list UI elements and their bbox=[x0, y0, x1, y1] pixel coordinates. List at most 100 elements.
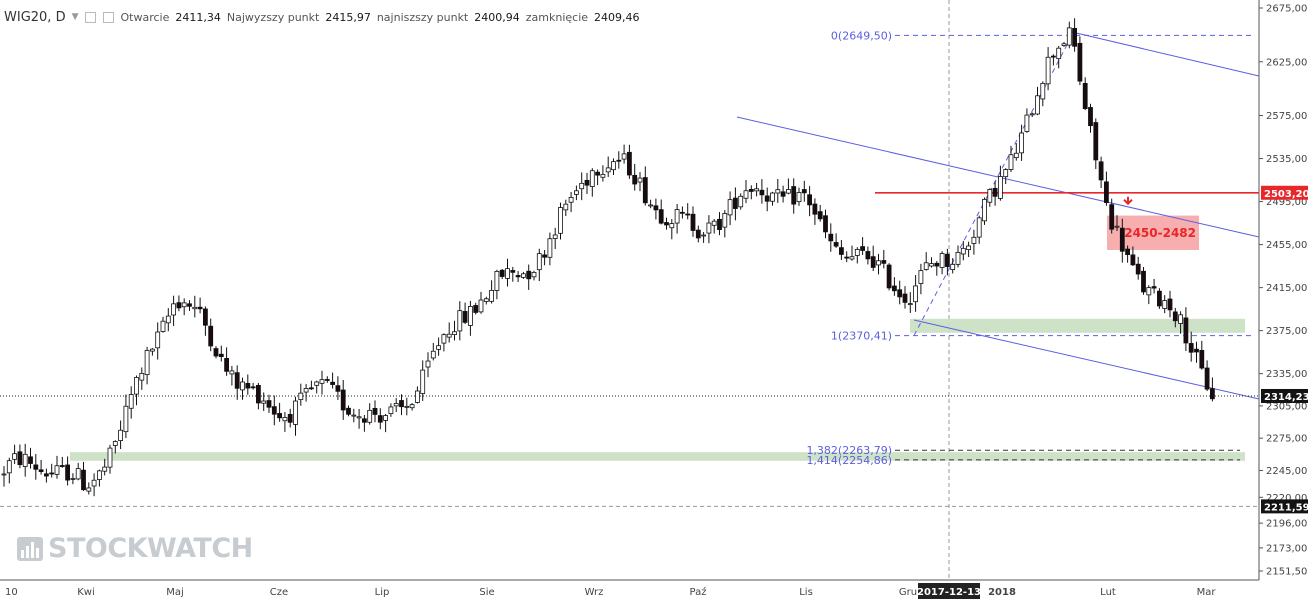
candle-body bbox=[1135, 263, 1141, 275]
candle-body bbox=[711, 220, 717, 226]
candle-body bbox=[955, 251, 961, 265]
plot-background bbox=[0, 0, 1259, 580]
candle-body bbox=[319, 379, 325, 384]
bar-chart-icon bbox=[17, 536, 43, 561]
candle-body bbox=[833, 242, 839, 247]
candle-body bbox=[49, 472, 55, 475]
chevron-down-icon[interactable]: ▼ bbox=[71, 12, 79, 22]
candle-body bbox=[351, 414, 357, 417]
candle-body bbox=[579, 182, 585, 190]
candle-body bbox=[383, 415, 389, 421]
symbol-title[interactable]: WIG20, D bbox=[4, 9, 66, 25]
candle-body bbox=[308, 387, 314, 390]
candle-body bbox=[717, 218, 722, 231]
y-tick-label: 2151,50 bbox=[1266, 567, 1307, 578]
candle-body bbox=[733, 197, 738, 209]
fib-level-label: 1,382(2263,79) bbox=[806, 444, 892, 457]
candle-body bbox=[1204, 367, 1210, 390]
candle-body bbox=[44, 473, 49, 477]
candle-body bbox=[907, 303, 913, 306]
candle-body bbox=[998, 176, 1003, 199]
candle-body bbox=[960, 247, 966, 255]
settings-square-icon[interactable] bbox=[84, 11, 96, 23]
candle-body bbox=[1056, 47, 1062, 60]
candle-body bbox=[277, 413, 283, 419]
y-tick-label: 2455,00 bbox=[1266, 240, 1307, 251]
candle-body bbox=[1066, 27, 1072, 46]
candle-body bbox=[436, 345, 442, 350]
candle-body bbox=[839, 247, 844, 255]
stockwatch-watermark: STOCKWATCH bbox=[16, 533, 253, 564]
candle-body bbox=[187, 303, 192, 307]
candle-body bbox=[844, 256, 850, 259]
candle-body bbox=[1194, 348, 1199, 353]
candle-body bbox=[945, 253, 950, 267]
candle-body bbox=[430, 350, 436, 359]
candle-body bbox=[547, 238, 553, 258]
x-tick-label: Lis bbox=[799, 587, 813, 598]
candle-body bbox=[801, 189, 807, 194]
candle-body bbox=[17, 451, 23, 466]
candle-body bbox=[462, 311, 468, 323]
candle-body bbox=[65, 464, 70, 481]
candle-body bbox=[1162, 300, 1168, 309]
candle-body bbox=[97, 470, 102, 480]
candle-body bbox=[1167, 298, 1173, 311]
candle-body bbox=[738, 195, 744, 208]
candle-body bbox=[70, 478, 76, 480]
candle-body bbox=[176, 302, 182, 309]
x-tick-label: 10 bbox=[5, 587, 18, 598]
candle-body bbox=[1130, 254, 1136, 266]
candle-body bbox=[134, 377, 139, 395]
zone-support-2 bbox=[70, 452, 1245, 461]
candle-body bbox=[314, 381, 320, 386]
close-label: zamknięcie bbox=[525, 10, 589, 24]
candle-body bbox=[876, 260, 881, 266]
candle-body bbox=[1003, 169, 1009, 178]
candle-body bbox=[293, 400, 298, 425]
candle-body bbox=[589, 170, 595, 187]
candle-body bbox=[266, 400, 272, 408]
candle-body bbox=[12, 453, 18, 460]
y-tick-label: 2415,00 bbox=[1266, 283, 1307, 294]
candle-body bbox=[695, 229, 701, 239]
candle-body bbox=[542, 254, 547, 258]
candle-body bbox=[775, 189, 781, 194]
candle-body bbox=[1188, 343, 1194, 353]
visibility-square-icon[interactable] bbox=[102, 11, 114, 23]
candle-body bbox=[409, 404, 415, 409]
candle-body bbox=[505, 268, 510, 279]
candle-body bbox=[987, 189, 993, 203]
candle-body bbox=[414, 390, 420, 403]
candle-body bbox=[1210, 388, 1215, 400]
candle-body bbox=[526, 270, 532, 280]
candle-body bbox=[854, 249, 860, 256]
candle-body bbox=[452, 331, 457, 335]
price-tag-label: 2503,20 bbox=[1264, 189, 1309, 200]
candle-body bbox=[574, 190, 579, 195]
candle-body bbox=[425, 360, 431, 368]
low-label: najniszszy punkt bbox=[376, 10, 469, 24]
candle-body bbox=[356, 416, 362, 419]
candle-body bbox=[192, 306, 198, 310]
y-tick-label: 2173,00 bbox=[1266, 543, 1307, 554]
candle-body bbox=[642, 177, 648, 204]
candle-body bbox=[976, 217, 982, 238]
channel-upper-line bbox=[736, 116, 1260, 238]
candle-body bbox=[1, 473, 7, 476]
price-tag-label: 2314,23 bbox=[1264, 392, 1309, 403]
x-tick-label: Lip bbox=[375, 587, 390, 598]
candle-body bbox=[536, 253, 542, 271]
candle-body bbox=[197, 306, 203, 310]
candle-body bbox=[913, 285, 918, 303]
candle-body bbox=[865, 251, 871, 260]
zone-support-1 bbox=[910, 318, 1245, 333]
candle-body bbox=[245, 382, 251, 389]
fib-level-label: 1,414(2254,86) bbox=[806, 454, 892, 467]
chart-header: WIG20, D ▼ Otwarcie 2411,34 Najwyzszy pu… bbox=[4, 8, 640, 26]
candle-body bbox=[489, 290, 495, 302]
candle-body bbox=[1104, 181, 1109, 203]
y-tick-label: 2196,00 bbox=[1266, 519, 1307, 530]
candle-body bbox=[38, 469, 44, 472]
